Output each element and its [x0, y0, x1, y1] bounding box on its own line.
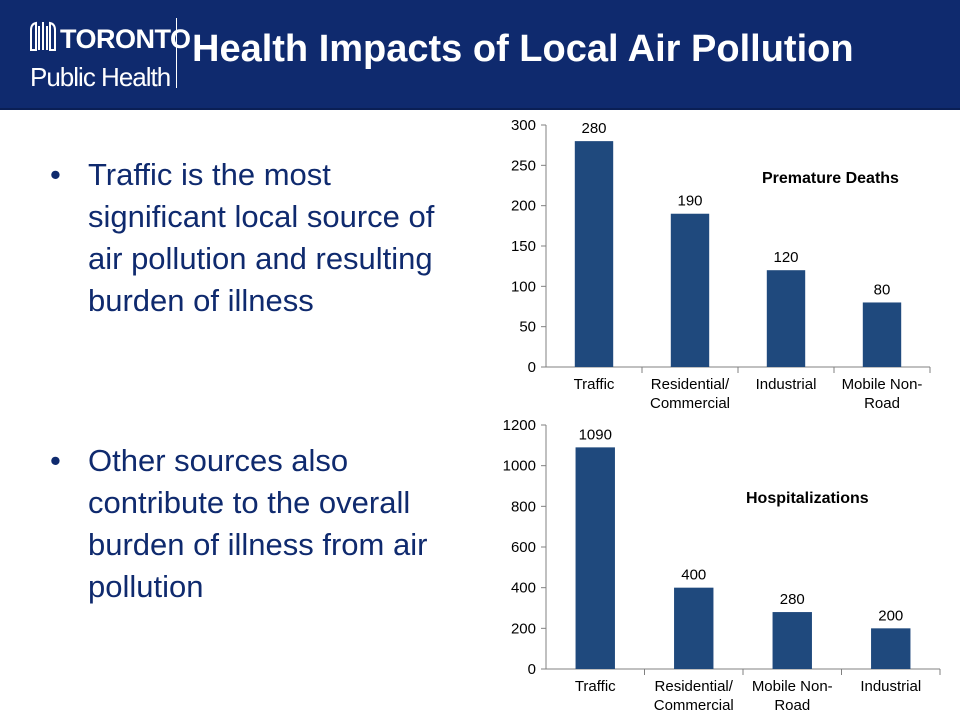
x-tick-label: Traffic — [574, 376, 615, 393]
x-tick-label: Industrial — [756, 376, 817, 393]
bullet-text: Traffic is the most significant local so… — [88, 157, 435, 318]
bar — [766, 270, 806, 367]
y-tick-label: 50 — [519, 319, 536, 336]
x-tick-label: Industrial — [860, 678, 921, 695]
data-label: 190 — [677, 193, 702, 210]
toronto-public-health-logo: TORONTO Public Health — [22, 14, 191, 94]
header-banner: TORONTO Public Health Health Impacts of … — [0, 0, 960, 110]
x-tick-label: Mobile Non- — [842, 376, 923, 393]
x-tick-label: Residential/ — [655, 678, 734, 695]
bar — [772, 612, 812, 669]
x-tick-label: Traffic — [575, 678, 616, 695]
bar — [574, 141, 614, 367]
bullet-marker: • — [50, 443, 61, 478]
premature-deaths-chart-svg: 0 50 100 150 200 250 300 280 Traffic 190 Residenti… — [511, 117, 931, 412]
data-label: 1090 — [579, 426, 612, 443]
chart-title: Premature Deaths — [762, 170, 899, 187]
y-tick-label: 1200 — [503, 417, 536, 434]
bullet-text: Other sources also contribute to the ove… — [88, 443, 428, 604]
bullet-item: • Other sources also contribute to the o… — [50, 440, 470, 660]
x-tick-label: Road — [864, 395, 900, 412]
bar — [674, 587, 714, 669]
bar — [871, 628, 911, 669]
x-tick-label: Residential/ — [651, 376, 730, 393]
slide-title: Health Impacts of Local Air Pollution — [192, 28, 854, 70]
bullet-marker: • — [50, 157, 61, 192]
y-tick-label: 250 — [511, 157, 536, 174]
chart-title: Hospitalizations — [746, 490, 869, 507]
data-label: 400 — [681, 567, 706, 584]
y-tick-label: 400 — [511, 580, 536, 597]
y-tick-label: 300 — [511, 117, 536, 134]
y-tick-label: 200 — [511, 620, 536, 637]
bar — [862, 302, 902, 367]
y-tick-label: 0 — [528, 661, 536, 678]
data-label: 120 — [773, 249, 798, 266]
data-label: 80 — [874, 281, 891, 298]
bar — [670, 213, 710, 367]
y-tick-label: 100 — [511, 278, 536, 295]
x-tick-label: Road — [774, 697, 810, 714]
y-tick-label: 200 — [511, 198, 536, 215]
header-divider — [176, 18, 177, 88]
city-hall-icon — [30, 21, 56, 51]
data-label: 200 — [878, 607, 903, 624]
y-tick-label: 1000 — [503, 458, 536, 475]
data-label: 280 — [780, 591, 805, 608]
y-tick-label: 600 — [511, 539, 536, 556]
x-tick-label: Commercial — [650, 395, 730, 412]
premature-deaths-chart: 0 50 100 150 200 250 300 280 Traffic 190 Residenti… — [490, 112, 950, 417]
logo-brand-text: TORONTO — [60, 24, 191, 54]
x-tick-label: Mobile Non- — [752, 678, 833, 695]
y-tick-label: 800 — [511, 498, 536, 515]
bar — [575, 447, 615, 669]
logo-subtitle-text: Public Health — [30, 62, 171, 92]
y-tick-label: 0 — [528, 359, 536, 376]
y-tick-label: 150 — [511, 238, 536, 255]
x-tick-label: Commercial — [654, 697, 734, 714]
hospitalizations-chart: 0 200 400 600 800 1000 1200 1090 Traffic 400 Resid… — [490, 412, 950, 720]
bullet-item: • Traffic is the most significant local … — [50, 154, 470, 374]
data-label: 280 — [581, 120, 606, 137]
hospitalizations-chart-svg: 0 200 400 600 800 1000 1200 1090 Traffic 400 Resid… — [503, 417, 941, 714]
